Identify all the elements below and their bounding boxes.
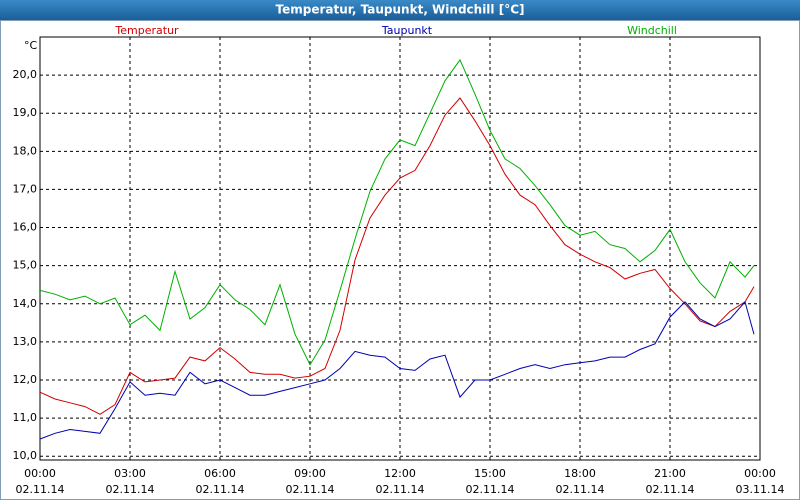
x-tick-label: 21:00 [654,467,686,480]
x-tick-label: 06:00 [204,467,236,480]
y-tick-label: 18,0 [13,144,38,157]
y-tick-label: 20,0 [13,68,38,81]
y-tick-label: 14,0 [13,297,38,310]
legend-label: Temperatur [114,24,179,37]
legend-label: Windchill [627,24,677,37]
y-unit: °C [24,39,38,52]
title-bar [0,0,800,20]
x-tick-date: 02.11.14 [556,483,605,496]
legend-label: Taupunkt [381,24,433,37]
x-tick-date: 02.11.14 [16,483,65,496]
y-tick-label: 11,0 [13,411,38,424]
series-line [39,300,755,440]
x-tick-label: 09:00 [294,467,326,480]
y-tick-label: 16,0 [13,221,38,234]
y-tick-label: 10,0 [13,449,38,462]
x-tick-label: 12:00 [384,467,416,480]
x-tick-date: 03.11.14 [736,483,785,496]
x-tick-label: 00:00 [744,467,776,480]
x-tick-date: 02.11.14 [466,483,515,496]
x-tick-date: 02.11.14 [646,483,695,496]
x-tick-label: 15:00 [474,467,506,480]
y-tick-label: 13,0 [13,335,38,348]
x-tick-label: 03:00 [114,467,146,480]
chart-title: Temperatur, Taupunkt, Windchill [°C] [276,3,525,17]
x-tick-date: 02.11.14 [376,483,425,496]
series-line [39,97,755,415]
x-tick-date: 02.11.14 [286,483,335,496]
y-tick-label: 15,0 [13,259,38,272]
x-tick-date: 02.11.14 [106,483,155,496]
x-tick-date: 02.11.14 [196,483,245,496]
y-tick-label: 17,0 [13,182,38,195]
x-tick-label: 18:00 [564,467,596,480]
series-line [39,58,755,366]
y-tick-label: 12,0 [13,373,38,386]
y-tick-label: 19,0 [13,106,38,119]
x-tick-label: 00:00 [24,467,56,480]
